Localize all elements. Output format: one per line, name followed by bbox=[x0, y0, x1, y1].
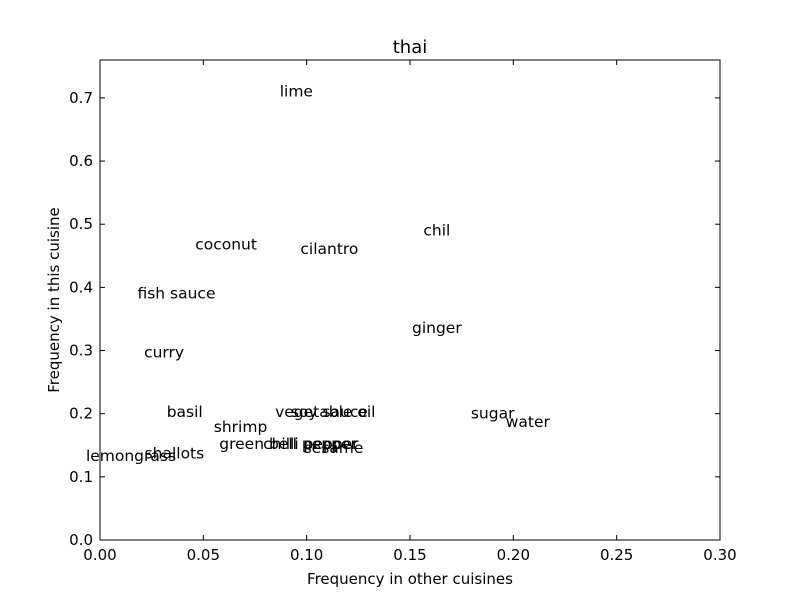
point-label: ginger bbox=[412, 319, 462, 337]
plot-area: lime chil coconut cilantro fish sauce ginger c… bbox=[86, 83, 551, 465]
point-label: soy sauce bbox=[291, 403, 368, 421]
x-tick-label: 0.15 bbox=[393, 546, 426, 564]
point-label: basil bbox=[167, 403, 203, 421]
point-label: sugar bbox=[471, 405, 515, 423]
y-tick-label: 0.6 bbox=[69, 152, 93, 170]
point-label: lemongrass bbox=[86, 447, 176, 465]
point-label: cilantro bbox=[300, 240, 358, 258]
x-axis-label: Frequency in other cuisines bbox=[307, 570, 513, 588]
point-label: vegetable oil bbox=[275, 403, 375, 421]
point-label: shallots bbox=[145, 444, 205, 462]
y-tick-label: 0.0 bbox=[69, 531, 93, 549]
y-tick-label: 0.4 bbox=[69, 278, 93, 296]
point-label: sesame bbox=[304, 439, 364, 457]
y-tick-label: 0.5 bbox=[69, 215, 93, 233]
point-label: chilli pepper bbox=[263, 435, 359, 453]
axis-ticks: 0.00 0.05 0.10 0.15 0.20 0.25 0.30 bbox=[83, 60, 737, 564]
x-tick-label: 0.05 bbox=[187, 546, 220, 564]
chart-title: thai bbox=[393, 37, 428, 58]
y-tick-label: 0.1 bbox=[69, 468, 93, 486]
x-tick-label: 0.25 bbox=[600, 546, 633, 564]
x-tick-label: 0.00 bbox=[83, 546, 116, 564]
y-tick-label: 0.7 bbox=[69, 89, 93, 107]
point-label: curry bbox=[144, 343, 184, 361]
point-label: shrimp bbox=[214, 418, 268, 436]
point-label: lime bbox=[280, 83, 313, 101]
point-label: water bbox=[506, 413, 551, 431]
point-label: fish sauce bbox=[137, 285, 215, 303]
x-tick-label: 0.10 bbox=[290, 546, 323, 564]
x-tick-label: 0.20 bbox=[497, 546, 530, 564]
y-tick-label: 0.2 bbox=[69, 405, 93, 423]
point-label: chil bbox=[423, 222, 450, 240]
point-label: coconut bbox=[195, 235, 257, 253]
x-tick-label: 0.30 bbox=[703, 546, 736, 564]
point-label: green bell pepper bbox=[219, 435, 357, 453]
y-tick-label: 0.3 bbox=[69, 342, 93, 360]
y-axis-label: Frequency in this cuisine bbox=[45, 207, 63, 392]
